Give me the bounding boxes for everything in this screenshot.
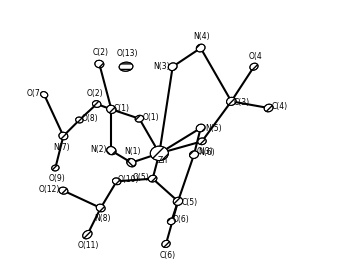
Text: C(3): C(3)	[234, 98, 250, 107]
Text: N(7): N(7)	[54, 143, 70, 152]
Text: C(6): C(6)	[159, 251, 175, 260]
Text: O(1): O(1)	[142, 113, 159, 122]
Ellipse shape	[52, 165, 59, 171]
Text: O(9): O(9)	[48, 174, 65, 183]
Ellipse shape	[83, 230, 92, 239]
Text: N(6): N(6)	[199, 148, 215, 157]
Text: N(8): N(8)	[94, 214, 110, 223]
Text: O(4: O(4	[249, 51, 262, 61]
Text: N(2): N(2)	[90, 145, 107, 154]
Ellipse shape	[96, 204, 105, 212]
Ellipse shape	[119, 62, 133, 71]
Text: O(5): O(5)	[133, 173, 150, 182]
Ellipse shape	[149, 175, 157, 182]
Text: N(3): N(3)	[153, 62, 170, 71]
Text: N(4): N(4)	[194, 32, 210, 41]
Text: O(3): O(3)	[197, 147, 214, 156]
Text: N(5): N(5)	[206, 123, 222, 132]
Ellipse shape	[168, 63, 177, 70]
Text: C(2): C(2)	[93, 48, 109, 57]
Ellipse shape	[226, 97, 236, 106]
Ellipse shape	[76, 117, 83, 123]
Ellipse shape	[167, 218, 175, 225]
Text: O(13): O(13)	[117, 49, 138, 58]
Text: O(10): O(10)	[118, 175, 139, 184]
Ellipse shape	[196, 124, 205, 132]
Text: Zn: Zn	[157, 156, 168, 165]
Ellipse shape	[150, 146, 168, 160]
Text: O(11): O(11)	[78, 241, 99, 250]
Ellipse shape	[95, 60, 104, 68]
Ellipse shape	[173, 197, 183, 205]
Text: O(7: O(7	[27, 89, 40, 98]
Text: O(2): O(2)	[87, 89, 104, 98]
Ellipse shape	[59, 187, 68, 194]
Ellipse shape	[135, 115, 143, 122]
Ellipse shape	[113, 178, 121, 185]
Text: O(6): O(6)	[173, 215, 190, 224]
Text: C(1): C(1)	[114, 104, 130, 113]
Ellipse shape	[92, 101, 101, 107]
Ellipse shape	[196, 44, 205, 52]
Text: N(1): N(1)	[124, 147, 141, 156]
Ellipse shape	[264, 104, 273, 112]
Ellipse shape	[250, 63, 258, 70]
Text: C(4): C(4)	[271, 102, 287, 111]
Ellipse shape	[162, 240, 170, 248]
Ellipse shape	[127, 159, 136, 167]
Text: O(12): O(12)	[39, 185, 60, 194]
Text: C(5): C(5)	[181, 198, 197, 207]
Text: O(8): O(8)	[82, 114, 98, 123]
Ellipse shape	[59, 132, 68, 140]
Ellipse shape	[107, 105, 116, 113]
Ellipse shape	[107, 147, 116, 155]
Ellipse shape	[198, 138, 206, 145]
Ellipse shape	[40, 92, 48, 98]
Ellipse shape	[189, 151, 199, 159]
